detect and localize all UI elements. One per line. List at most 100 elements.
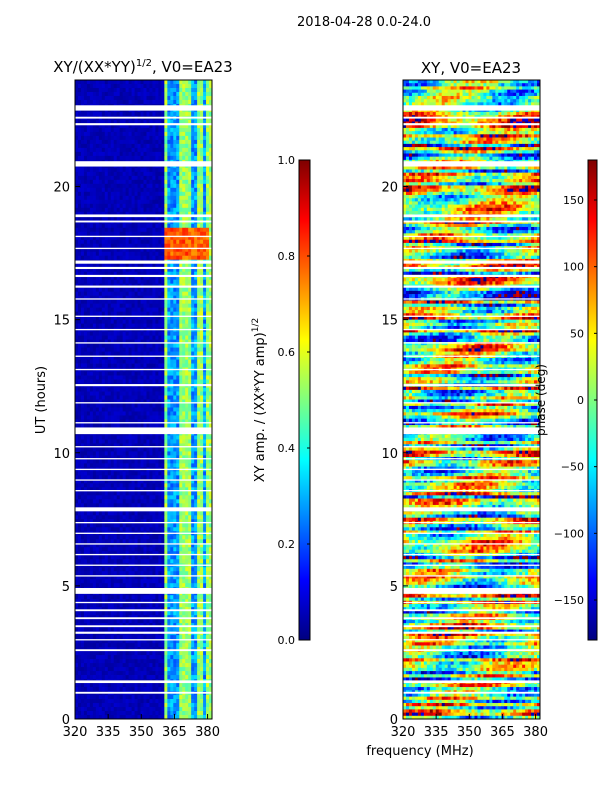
- heatmap-cell: [119, 247, 124, 253]
- heatmap-cell: [75, 211, 79, 217]
- heatmap-cell: [152, 203, 156, 209]
- heatmap-cell: [155, 375, 159, 380]
- heatmap-cell: [170, 331, 174, 336]
- heatmap-cell: [200, 463, 204, 468]
- heatmap-cell: [107, 375, 112, 380]
- heatmap-cell: [131, 211, 135, 217]
- heatmap-cell: [125, 187, 130, 193]
- heatmap-cell: [176, 95, 180, 101]
- heatmap-cell: [92, 391, 97, 396]
- heatmap-cell: [185, 311, 189, 317]
- heatmap-cell: [155, 479, 159, 484]
- heatmap-cell: [86, 307, 91, 313]
- heatmap-cell: [194, 80, 198, 85]
- heatmap-cell: [128, 243, 132, 249]
- heatmap-cell: [203, 215, 207, 221]
- heatmap-cell: [113, 243, 118, 249]
- heatmap-cell: [176, 131, 180, 137]
- heatmap-cell: [149, 191, 153, 197]
- heatmap-cell: [191, 135, 195, 141]
- heatmap-cell: [101, 435, 106, 440]
- heatmap-cell: [113, 311, 118, 317]
- heatmap-cell: [185, 315, 189, 321]
- heatmap-cell: [104, 391, 109, 396]
- heatmap-cell: [206, 495, 210, 500]
- heatmap-cell: [80, 387, 85, 392]
- heatmap-cell: [188, 191, 192, 197]
- heatmap-cell: [113, 111, 118, 117]
- heatmap-cell: [149, 295, 153, 301]
- heatmap-cell: [185, 123, 189, 129]
- heatmap-cell: [86, 147, 91, 153]
- heatmap-cell: [209, 179, 213, 185]
- heatmap-cell: [146, 447, 150, 452]
- heatmap-cell: [98, 183, 103, 189]
- heatmap-cell: [80, 355, 85, 360]
- heatmap-cell: [80, 91, 85, 97]
- heatmap-cell: [75, 195, 79, 201]
- heatmap-cell: [143, 191, 147, 197]
- heatmap-cell: [170, 247, 174, 253]
- heatmap-cell: [101, 235, 106, 241]
- heatmap-cell: [134, 255, 138, 261]
- heatmap-cell: [149, 263, 153, 269]
- heatmap-cell: [110, 287, 115, 293]
- heatmap-cell: [209, 471, 213, 476]
- heatmap-cell: [75, 303, 79, 309]
- heatmap-cell: [164, 187, 168, 193]
- heatmap-cell: [98, 435, 103, 440]
- heatmap-cell: [83, 231, 88, 237]
- heatmap-cell: [104, 135, 109, 141]
- heatmap-cell: [164, 255, 168, 261]
- heatmap-cell: [98, 255, 103, 261]
- heatmap-cell: [164, 175, 168, 181]
- heatmap-cell: [158, 215, 162, 221]
- heatmap-cell: [122, 127, 127, 133]
- heatmap-cell: [158, 119, 162, 125]
- heatmap-cell: [95, 175, 100, 181]
- heatmap-cell: [137, 403, 141, 408]
- heatmap-cell: [167, 499, 171, 504]
- heatmap-cell: [89, 91, 94, 97]
- heatmap-cell: [188, 343, 192, 348]
- heatmap-cell: [119, 391, 124, 396]
- heatmap-cell: [131, 111, 135, 117]
- heatmap-cell: [149, 287, 153, 293]
- heatmap-cell: [170, 191, 174, 197]
- heatmap-cell: [203, 347, 207, 352]
- heatmap-cell: [167, 279, 171, 285]
- heatmap-cell: [101, 139, 106, 145]
- heatmap-cell: [188, 299, 192, 305]
- heatmap-cell: [92, 215, 97, 221]
- heatmap-cell: [164, 83, 168, 89]
- heatmap-cell: [140, 511, 144, 516]
- heatmap-cell: [101, 411, 106, 416]
- heatmap-cell: [104, 315, 109, 321]
- heatmap-cell: [173, 471, 177, 476]
- heatmap-cell: [113, 403, 118, 408]
- heatmap-cell: [206, 323, 210, 329]
- heatmap-cell: [101, 511, 106, 516]
- heatmap-cell: [86, 387, 91, 392]
- heatmap-cell: [80, 247, 85, 253]
- heatmap-cell: [110, 343, 115, 348]
- heatmap-cell: [119, 463, 124, 468]
- heatmap-cell: [119, 183, 124, 189]
- heatmap-cell: [161, 491, 165, 496]
- heatmap-cell: [140, 227, 144, 233]
- heatmap-cell: [113, 487, 118, 492]
- heatmap-cell: [116, 439, 121, 444]
- heatmap-cell: [206, 127, 210, 133]
- heatmap-cell: [179, 379, 183, 384]
- heatmap-cell: [167, 491, 171, 496]
- heatmap-cell: [75, 95, 79, 101]
- heatmap-cell: [86, 415, 91, 420]
- heatmap-cell: [179, 391, 183, 396]
- heatmap-cell: [164, 235, 168, 241]
- heatmap-cell: [191, 223, 195, 229]
- heatmap-cell: [191, 411, 195, 416]
- heatmap-cell: [119, 375, 124, 380]
- heatmap-cell: [134, 299, 138, 305]
- heatmap-cell: [92, 347, 97, 352]
- heatmap-cell: [122, 471, 127, 476]
